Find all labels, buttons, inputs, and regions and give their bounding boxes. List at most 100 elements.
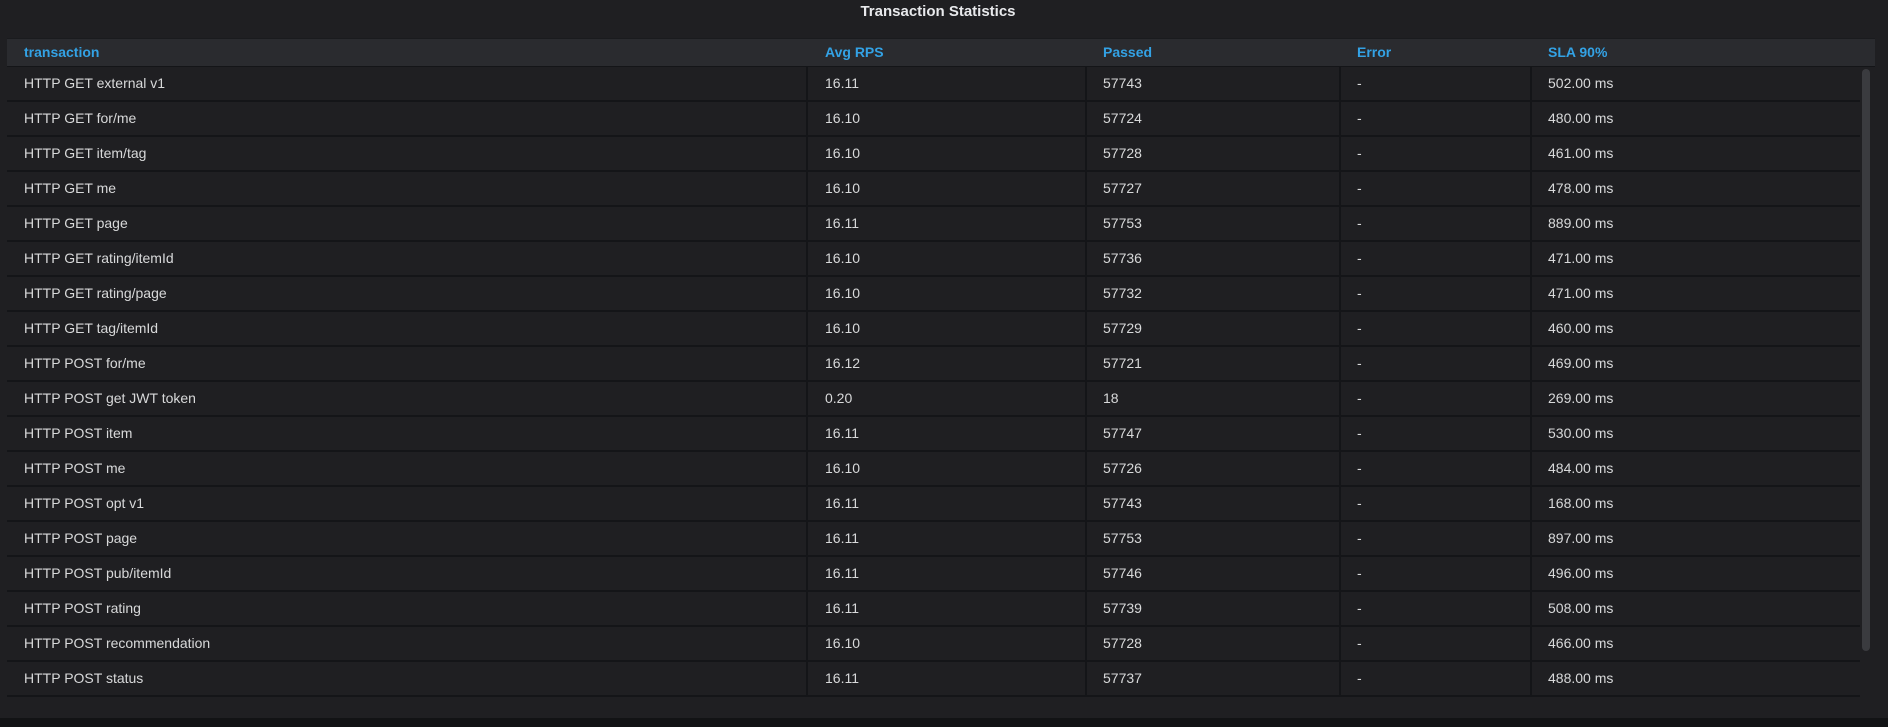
bottom-strip <box>0 718 1888 727</box>
cell-error: - <box>1357 145 1362 161</box>
table-row[interactable]: HTTP GET tag/itemId 16.10 57729 - 460.00 ms <box>7 312 1860 347</box>
cell-passed: 57739 <box>1103 600 1142 616</box>
cell-error: - <box>1357 285 1362 301</box>
column-separator <box>1339 627 1341 660</box>
table-row[interactable]: HTTP GET rating/page 16.10 57732 - 471.00 ms <box>7 277 1860 312</box>
table-row[interactable]: HTTP POST opt v1 16.11 57743 - 168.00 ms <box>7 487 1860 522</box>
cell-avg-rps: 16.10 <box>825 145 861 161</box>
column-header-passed[interactable]: Passed <box>1103 44 1153 60</box>
table-row[interactable]: HTTP GET for/me 16.10 57724 - 480.00 ms <box>7 102 1860 137</box>
cell-avg-rps: 16.10 <box>825 250 861 266</box>
column-separator <box>806 487 808 520</box>
table-row[interactable]: HTTP POST for/me 16.12 57721 - 469.00 ms <box>7 347 1860 382</box>
cell-avg-rps: 16.11 <box>825 530 859 546</box>
column-separator <box>806 557 808 590</box>
cell-transaction: HTTP GET page <box>24 215 128 231</box>
column-separator <box>806 347 808 380</box>
column-separator <box>1339 382 1341 415</box>
cell-passed: 57728 <box>1103 635 1142 651</box>
column-separator <box>1530 312 1532 345</box>
column-separator <box>1339 137 1341 170</box>
cell-transaction: HTTP POST pub/itemId <box>24 565 172 581</box>
cell-avg-rps: 16.10 <box>825 110 861 126</box>
cell-sla-90: 460.00 ms <box>1548 320 1614 336</box>
table-row[interactable]: HTTP POST get JWT token 0.20 18 - 269.00 ms <box>7 382 1860 417</box>
cell-error: - <box>1357 460 1362 476</box>
table-row[interactable]: HTTP GET item/tag 16.10 57728 - 461.00 ms <box>7 137 1860 172</box>
column-separator <box>1339 242 1341 275</box>
cell-passed: 57746 <box>1103 565 1142 581</box>
column-separator <box>1530 627 1532 660</box>
column-separator <box>1530 67 1532 100</box>
column-header-error[interactable]: Error <box>1357 44 1392 60</box>
table-row[interactable]: HTTP POST item 16.11 57747 - 530.00 ms <box>7 417 1860 452</box>
cell-sla-90: 478.00 ms <box>1548 180 1614 196</box>
cell-passed: 57727 <box>1103 180 1142 196</box>
cell-sla-90: 471.00 ms <box>1548 250 1614 266</box>
column-separator <box>1085 67 1087 100</box>
table-row[interactable]: HTTP POST me 16.10 57726 - 484.00 ms <box>7 452 1860 487</box>
cell-transaction: HTTP POST rating <box>24 600 141 616</box>
table-row[interactable]: HTTP GET me 16.10 57727 - 478.00 ms <box>7 172 1860 207</box>
cell-transaction: HTTP POST for/me <box>24 355 146 371</box>
column-header-avg-rps[interactable]: Avg RPS <box>825 44 884 60</box>
cell-transaction: HTTP GET me <box>24 180 117 196</box>
column-header-transaction[interactable]: transaction <box>24 44 100 60</box>
column-separator <box>806 67 808 100</box>
cell-passed: 57753 <box>1103 215 1142 231</box>
column-separator <box>1085 277 1087 310</box>
cell-sla-90: 466.00 ms <box>1548 635 1614 651</box>
table-row[interactable]: HTTP GET page 16.11 57753 - 889.00 ms <box>7 207 1860 242</box>
column-separator <box>1530 382 1532 415</box>
cell-transaction: HTTP GET for/me <box>24 110 137 126</box>
cell-transaction: HTTP POST opt v1 <box>24 495 145 511</box>
cell-avg-rps: 16.11 <box>825 600 859 616</box>
cell-sla-90: 889.00 ms <box>1548 215 1614 231</box>
column-separator <box>1530 137 1532 170</box>
table-row[interactable]: HTTP POST page 16.11 57753 - 897.00 ms <box>7 522 1860 557</box>
table-row[interactable]: HTTP GET rating/itemId 16.10 57736 - 471.00 … <box>7 242 1860 277</box>
cell-transaction: HTTP GET item/tag <box>24 145 147 161</box>
table-scrollbar[interactable] <box>1862 69 1870 651</box>
column-separator <box>1530 662 1532 695</box>
cell-error: - <box>1357 355 1362 371</box>
table-row[interactable]: HTTP POST pub/itemId 16.11 57746 - 496.00 ms <box>7 557 1860 592</box>
cell-sla-90: 897.00 ms <box>1548 530 1614 546</box>
table-row[interactable]: HTTP POST rating 16.11 57739 - 508.00 ms <box>7 592 1860 627</box>
cell-error: - <box>1357 425 1362 441</box>
cell-avg-rps: 16.10 <box>825 635 861 651</box>
cell-avg-rps: 0.20 <box>825 390 853 406</box>
cell-transaction: HTTP POST recommendation <box>24 635 211 651</box>
column-separator <box>806 312 808 345</box>
panel-title[interactable]: Transaction Statistics <box>860 3 1016 20</box>
cell-passed: 57743 <box>1103 495 1142 511</box>
cell-error: - <box>1357 390 1362 406</box>
column-separator <box>806 452 808 485</box>
cell-passed: 57721 <box>1103 355 1142 371</box>
cell-transaction: HTTP GET rating/page <box>24 285 167 301</box>
cell-sla-90: 508.00 ms <box>1548 600 1614 616</box>
cell-avg-rps: 16.10 <box>825 320 861 336</box>
column-separator <box>1530 452 1532 485</box>
cell-avg-rps: 16.10 <box>825 460 861 476</box>
column-separator <box>1085 662 1087 695</box>
cell-sla-90: 168.00 ms <box>1548 495 1614 511</box>
cell-avg-rps: 16.12 <box>825 355 861 371</box>
table-row[interactable]: HTTP POST status 16.11 57737 - 488.00 ms <box>7 662 1860 697</box>
cell-passed: 57726 <box>1103 460 1142 476</box>
table-body[interactable]: HTTP GET external v1 16.11 57743 - 502.00 ms… <box>7 67 1860 709</box>
column-separator <box>1085 522 1087 555</box>
table-row[interactable]: HTTP POST recommendation 16.10 57728 - 466.0… <box>7 627 1860 662</box>
column-separator <box>806 242 808 275</box>
cell-error: - <box>1357 495 1362 511</box>
column-separator <box>1085 382 1087 415</box>
column-header-sla-90[interactable]: SLA 90% <box>1548 44 1608 60</box>
cell-error: - <box>1357 670 1362 686</box>
column-separator <box>1085 487 1087 520</box>
cell-passed: 57753 <box>1103 530 1142 546</box>
column-separator <box>1085 312 1087 345</box>
cell-avg-rps: 16.10 <box>825 285 861 301</box>
table-row[interactable]: HTTP GET external v1 16.11 57743 - 502.00 ms <box>7 67 1860 102</box>
cell-error: - <box>1357 180 1362 196</box>
